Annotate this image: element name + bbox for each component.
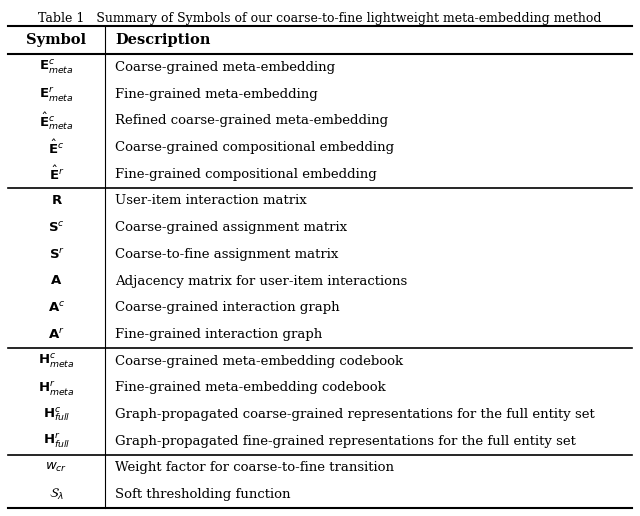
Text: Fine-grained interaction graph: Fine-grained interaction graph bbox=[115, 328, 323, 341]
Text: Refined coarse-grained meta-embedding: Refined coarse-grained meta-embedding bbox=[115, 114, 388, 127]
Text: $\mathbf{H}^c_{full}$: $\mathbf{H}^c_{full}$ bbox=[43, 406, 70, 424]
Text: Coarse-grained assignment matrix: Coarse-grained assignment matrix bbox=[115, 221, 347, 234]
Text: Weight factor for coarse-to-fine transition: Weight factor for coarse-to-fine transit… bbox=[115, 461, 394, 474]
Text: Description: Description bbox=[115, 33, 211, 47]
Text: $\mathbf{A}^c$: $\mathbf{A}^c$ bbox=[48, 301, 65, 315]
Text: Graph-propagated coarse-grained representations for the full entity set: Graph-propagated coarse-grained represen… bbox=[115, 408, 595, 421]
Text: $\hat{\mathbf{E}}^r$: $\hat{\mathbf{E}}^r$ bbox=[49, 165, 64, 183]
Text: Coarse-grained compositional embedding: Coarse-grained compositional embedding bbox=[115, 141, 394, 154]
Text: $\mathbf{A}$: $\mathbf{A}$ bbox=[51, 275, 63, 287]
Text: $\hat{\mathbf{E}}^c_{meta}$: $\hat{\mathbf{E}}^c_{meta}$ bbox=[39, 110, 74, 132]
Text: Fine-grained compositional embedding: Fine-grained compositional embedding bbox=[115, 168, 377, 181]
Text: Adjacency matrix for user-item interactions: Adjacency matrix for user-item interacti… bbox=[115, 275, 407, 287]
Text: $\mathbf{E}^c_{meta}$: $\mathbf{E}^c_{meta}$ bbox=[39, 59, 74, 76]
Text: $\mathbf{H}^c_{meta}$: $\mathbf{H}^c_{meta}$ bbox=[38, 352, 75, 370]
Text: Coarse-grained meta-embedding codebook: Coarse-grained meta-embedding codebook bbox=[115, 354, 403, 367]
Text: $w_{cr}$: $w_{cr}$ bbox=[45, 461, 68, 475]
Text: $\mathbf{E}^r_{meta}$: $\mathbf{E}^r_{meta}$ bbox=[39, 85, 74, 103]
Text: $\mathbf{S}^r$: $\mathbf{S}^r$ bbox=[49, 247, 65, 262]
Text: Fine-grained meta-embedding: Fine-grained meta-embedding bbox=[115, 88, 317, 101]
Text: $\mathbf{H}^r_{full}$: $\mathbf{H}^r_{full}$ bbox=[43, 432, 70, 450]
Text: $\hat{\mathbf{E}}^c$: $\hat{\mathbf{E}}^c$ bbox=[49, 138, 65, 156]
Text: $\mathcal{S}_{\lambda}$: $\mathcal{S}_{\lambda}$ bbox=[49, 487, 64, 502]
Text: Coarse-grained meta-embedding: Coarse-grained meta-embedding bbox=[115, 61, 335, 74]
Text: Table 1   Summary of Symbols of our coarse-to-fine lightweight meta-embedding me: Table 1 Summary of Symbols of our coarse… bbox=[38, 12, 602, 25]
Text: Coarse-grained interaction graph: Coarse-grained interaction graph bbox=[115, 301, 340, 314]
Text: $\mathbf{R}$: $\mathbf{R}$ bbox=[51, 195, 63, 207]
Text: Symbol: Symbol bbox=[26, 33, 86, 47]
Text: Fine-grained meta-embedding codebook: Fine-grained meta-embedding codebook bbox=[115, 381, 386, 394]
Text: $\mathbf{H}^r_{meta}$: $\mathbf{H}^r_{meta}$ bbox=[38, 379, 75, 397]
Text: Soft thresholding function: Soft thresholding function bbox=[115, 488, 291, 501]
Text: $\mathbf{A}^r$: $\mathbf{A}^r$ bbox=[48, 327, 65, 342]
Text: $\mathbf{S}^c$: $\mathbf{S}^c$ bbox=[48, 220, 65, 235]
Text: Graph-propagated fine-grained representations for the full entity set: Graph-propagated fine-grained representa… bbox=[115, 435, 576, 448]
Text: User-item interaction matrix: User-item interaction matrix bbox=[115, 195, 307, 207]
Text: Coarse-to-fine assignment matrix: Coarse-to-fine assignment matrix bbox=[115, 248, 339, 261]
